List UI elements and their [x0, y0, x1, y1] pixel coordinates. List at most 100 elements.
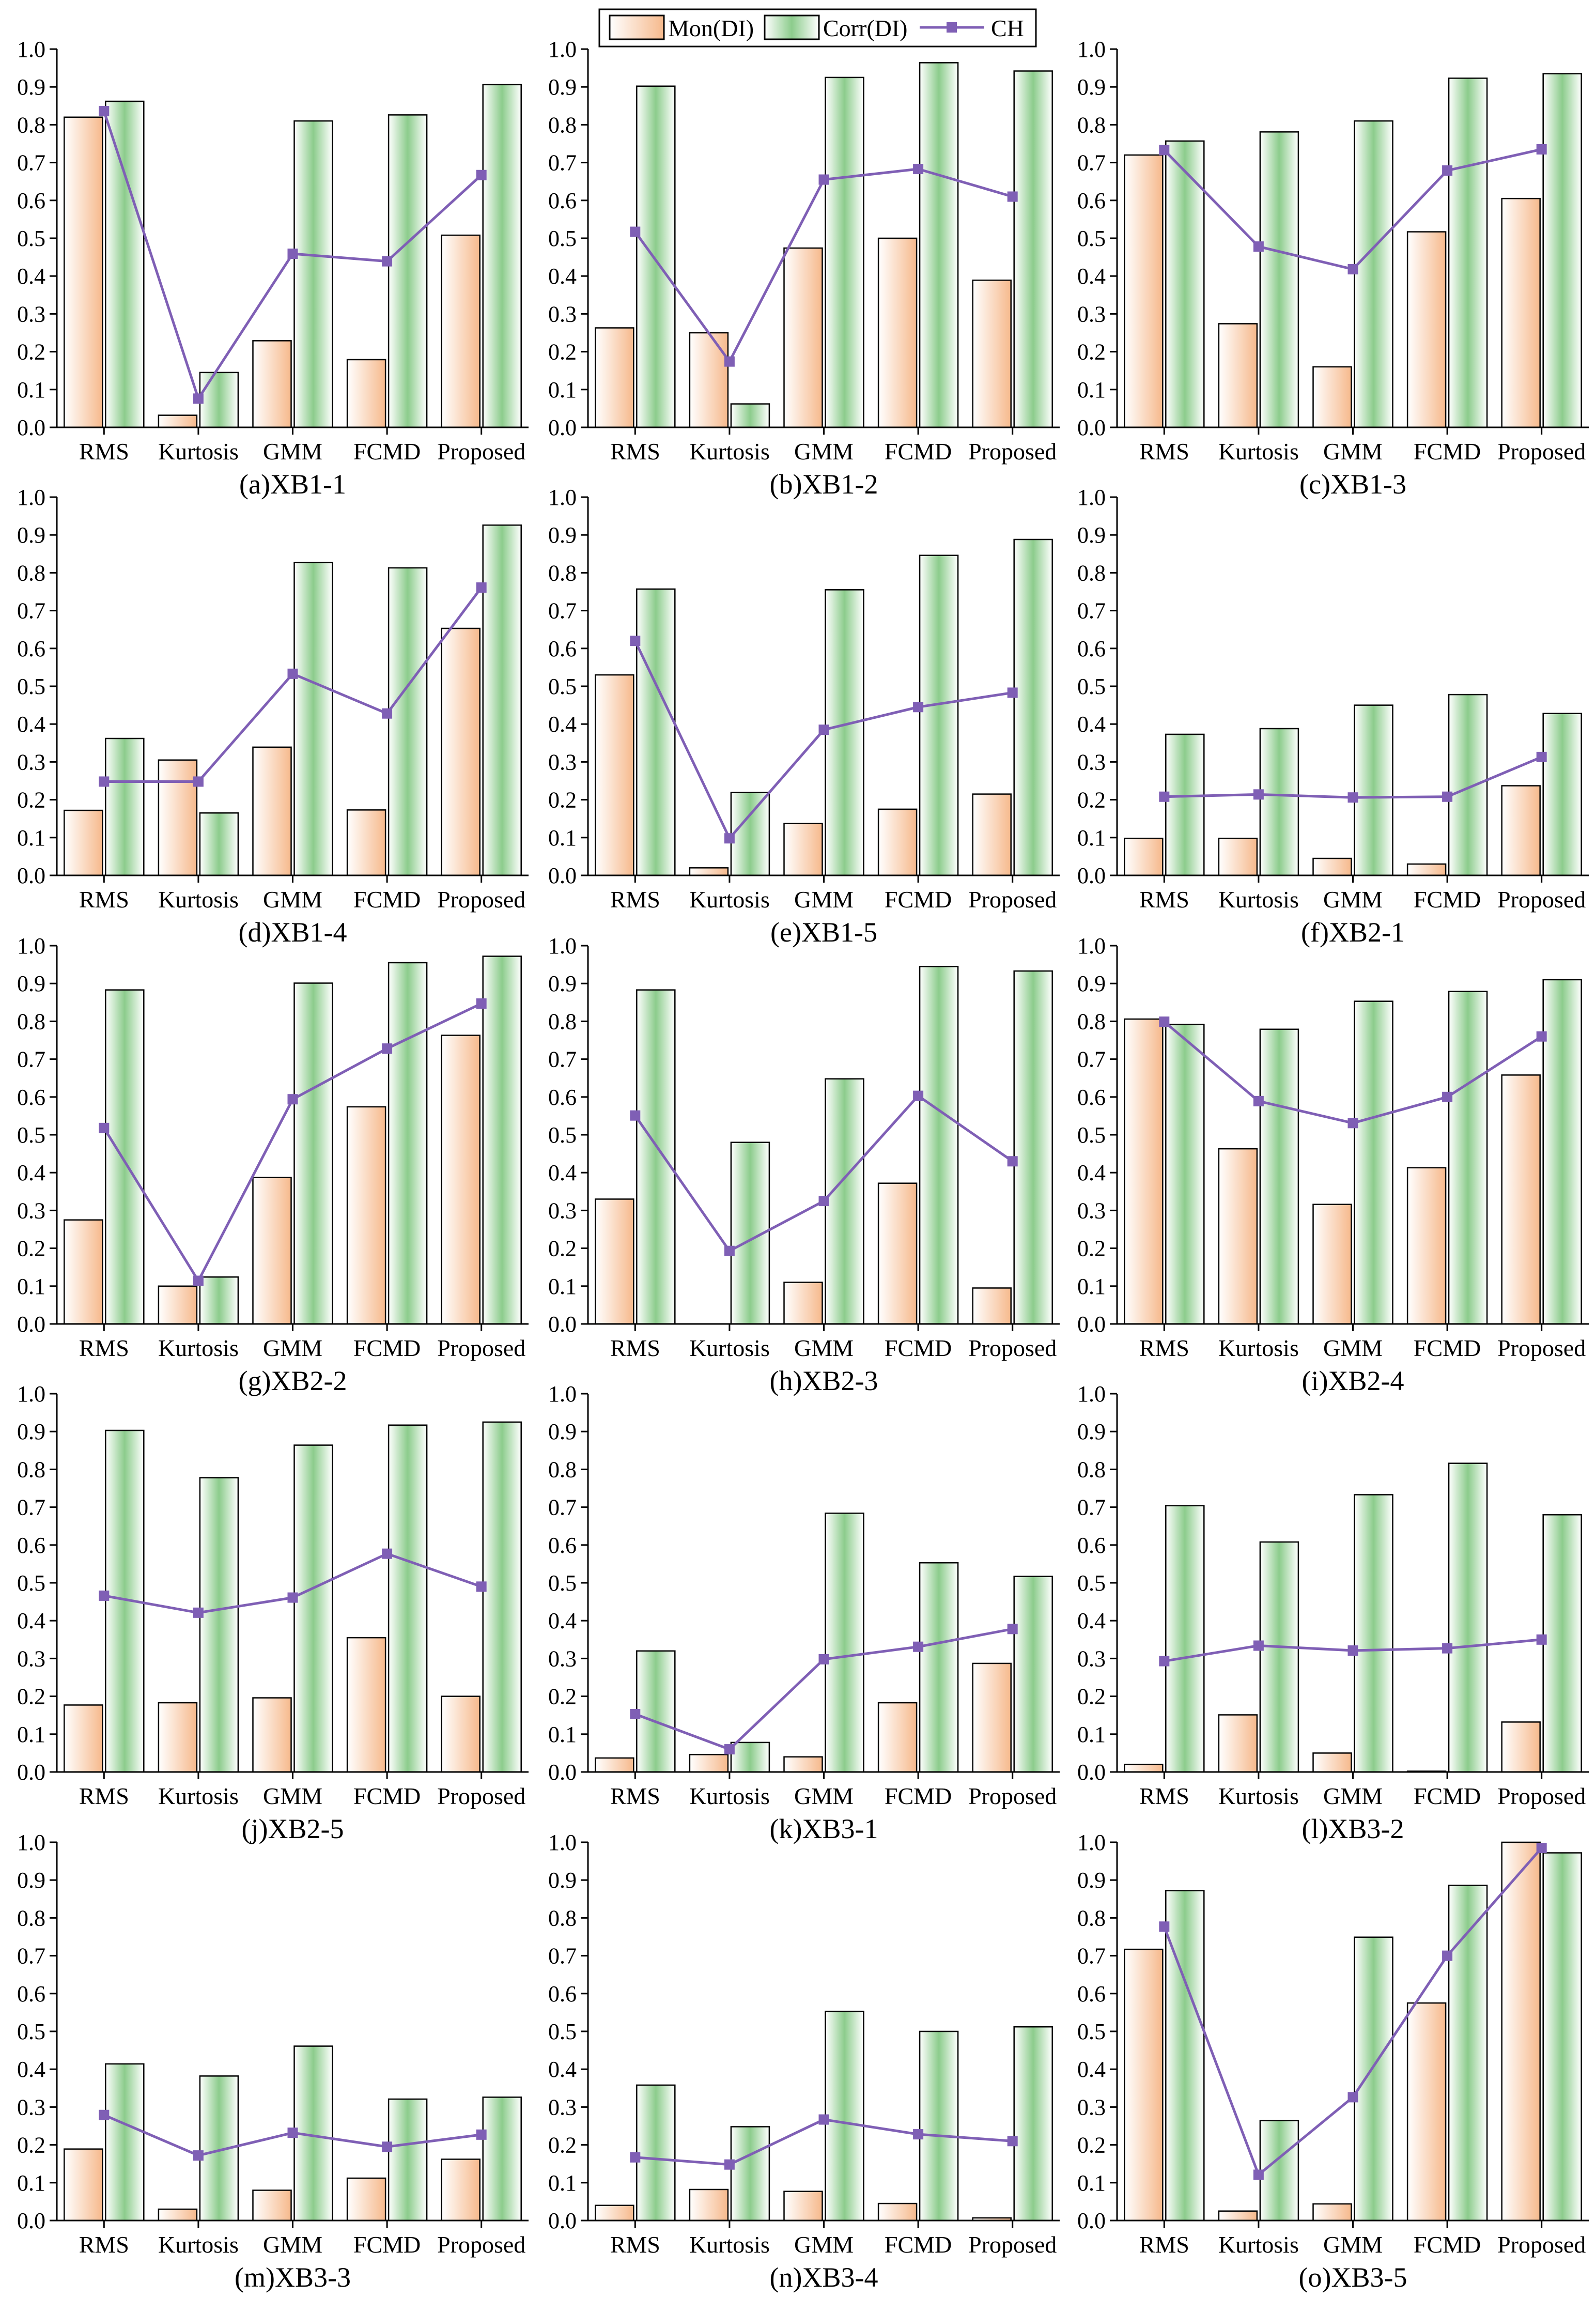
- ch-marker: [1536, 1031, 1547, 1042]
- ch-marker: [382, 256, 393, 267]
- mon-bar: [441, 2159, 481, 2222]
- ch-marker: [382, 1043, 393, 1054]
- y-tick-label: 0.6: [17, 636, 45, 661]
- ch-marker: [99, 1590, 110, 1601]
- chart-panel-12: 0.0 0.1 0.2 0.3 0.4 0.5 0.6 0.7 0.8 0.9 1.0 RMS Kurt…: [1077, 1381, 1589, 1844]
- x-tick-label: FCMD: [353, 438, 421, 465]
- x-tick-label: GMM: [1323, 2231, 1383, 2258]
- ch-marker: [476, 582, 487, 593]
- x-tick-label: FCMD: [1414, 1335, 1481, 1361]
- ch-marker: [630, 1110, 641, 1121]
- panel-title: (h)XB2-3: [770, 1365, 878, 1396]
- y-tick-label: 1.0: [548, 37, 577, 62]
- mon-bar: [1312, 857, 1352, 876]
- ch-marker: [1159, 1921, 1170, 1932]
- y-tick-label: 0.6: [548, 188, 577, 213]
- x-tick-label: FCMD: [885, 1783, 952, 1809]
- mon-bar: [64, 809, 103, 876]
- mon-bar: [1501, 197, 1541, 428]
- ch-marker: [382, 708, 393, 719]
- x-tick-label: RMS: [1139, 438, 1189, 465]
- y-tick-label: 0.5: [17, 226, 45, 251]
- panel-title: (l)XB3-2: [1302, 1813, 1404, 1844]
- ch-marker: [476, 998, 487, 1009]
- corr-bar: [388, 2098, 428, 2222]
- chart-panel-15: 0.0 0.1 0.2 0.3 0.4 0.5 0.6 0.7 0.8 0.9 1.0 RMS Kurt…: [1077, 1830, 1589, 2293]
- y-tick-label: 0.1: [17, 1274, 45, 1299]
- y-tick-label: 0.6: [17, 1533, 45, 1558]
- corr-bar: [482, 84, 522, 428]
- ch-marker: [1253, 1640, 1264, 1651]
- y-tick-label: 0.9: [1077, 1868, 1106, 1893]
- x-tick-label: Kurtosis: [689, 438, 770, 465]
- mon-bar: [783, 823, 823, 876]
- mon-bar: [346, 1106, 386, 1325]
- ch-marker: [1347, 264, 1358, 275]
- panel-title: (k)XB3-1: [770, 1813, 878, 1844]
- mon-bar: [595, 1198, 634, 1325]
- y-tick-label: 0.0: [1077, 2208, 1106, 2233]
- y-tick-label: 0.8: [17, 560, 45, 585]
- x-tick-label: RMS: [79, 2231, 129, 2258]
- y-tick-label: 0.5: [17, 2019, 45, 2044]
- mon-bar: [64, 2148, 103, 2222]
- corr-bar: [1448, 78, 1488, 428]
- ch-marker: [724, 356, 735, 367]
- mon-bar: [1312, 2203, 1352, 2222]
- y-tick-label: 0.5: [17, 674, 45, 699]
- y-tick-label: 0.2: [17, 2133, 45, 2158]
- ch-marker: [818, 724, 829, 735]
- corr-bar: [825, 2010, 864, 2222]
- x-tick-label: RMS: [1139, 886, 1189, 913]
- mon-bar: [595, 2204, 634, 2222]
- y-tick-label: 0.3: [548, 1646, 577, 1671]
- corr-bar: [482, 1421, 522, 1773]
- y-tick-label: 1.0: [548, 933, 577, 959]
- y-tick-label: 0.4: [1077, 2057, 1106, 2082]
- ch-marker: [476, 169, 487, 180]
- ch-marker: [630, 2152, 641, 2163]
- y-tick-label: 0.7: [548, 150, 577, 176]
- mon-bar: [346, 359, 386, 428]
- y-tick-label: 0.4: [17, 1608, 45, 1633]
- y-tick-label: 0.9: [548, 1419, 577, 1444]
- y-tick-label: 0.6: [17, 188, 45, 213]
- panel-title: (g)XB2-2: [239, 1365, 347, 1396]
- mon-bar: [1124, 838, 1164, 876]
- panels: 0.0 0.1 0.2 0.3 0.4 0.5 0.6 0.7 0.8 0.9 1.0 RMS Kurt…: [17, 37, 1589, 2293]
- mon-bar: [783, 2191, 823, 2222]
- ch-marker: [1442, 791, 1453, 802]
- x-tick-label: Proposed: [437, 2231, 525, 2258]
- y-tick-label: 0.5: [548, 1122, 577, 1148]
- y-tick-label: 1.0: [548, 1830, 577, 1855]
- x-tick-label: Kurtosis: [689, 886, 770, 913]
- ch-marker: [1442, 1643, 1453, 1654]
- ch-marker: [193, 2150, 204, 2161]
- corr-bar: [199, 812, 239, 876]
- y-tick-label: 0.9: [548, 522, 577, 548]
- x-tick-label: GMM: [1323, 1335, 1383, 1361]
- y-tick-label: 0.1: [548, 825, 577, 851]
- x-tick-label: GMM: [263, 886, 322, 913]
- y-tick-label: 0.0: [1077, 1312, 1106, 1337]
- corr-bar: [1354, 120, 1393, 428]
- corr-bar: [1259, 728, 1299, 876]
- ch-marker: [913, 702, 924, 713]
- y-tick-label: 0.0: [17, 1760, 45, 1785]
- y-tick-label: 0.8: [548, 112, 577, 137]
- y-tick-label: 0.6: [548, 1533, 577, 1558]
- y-tick-label: 0.0: [1077, 863, 1106, 888]
- y-tick-label: 0.5: [548, 2019, 577, 2044]
- y-tick-label: 0.2: [1077, 788, 1106, 813]
- corr-bar: [1542, 1514, 1582, 1773]
- corr-bar: [730, 1741, 770, 1773]
- mon-bar: [1124, 1018, 1164, 1325]
- y-tick-label: 0.3: [1077, 2094, 1106, 2120]
- corr-bar: [199, 1477, 239, 1773]
- y-tick-label: 0.7: [17, 598, 45, 624]
- y-tick-label: 0.3: [548, 301, 577, 327]
- legend-ch-label: CH: [991, 15, 1024, 41]
- x-tick-label: Proposed: [1497, 2231, 1586, 2258]
- panel-title: (n)XB3-4: [770, 2262, 878, 2293]
- mon-bar: [877, 808, 918, 876]
